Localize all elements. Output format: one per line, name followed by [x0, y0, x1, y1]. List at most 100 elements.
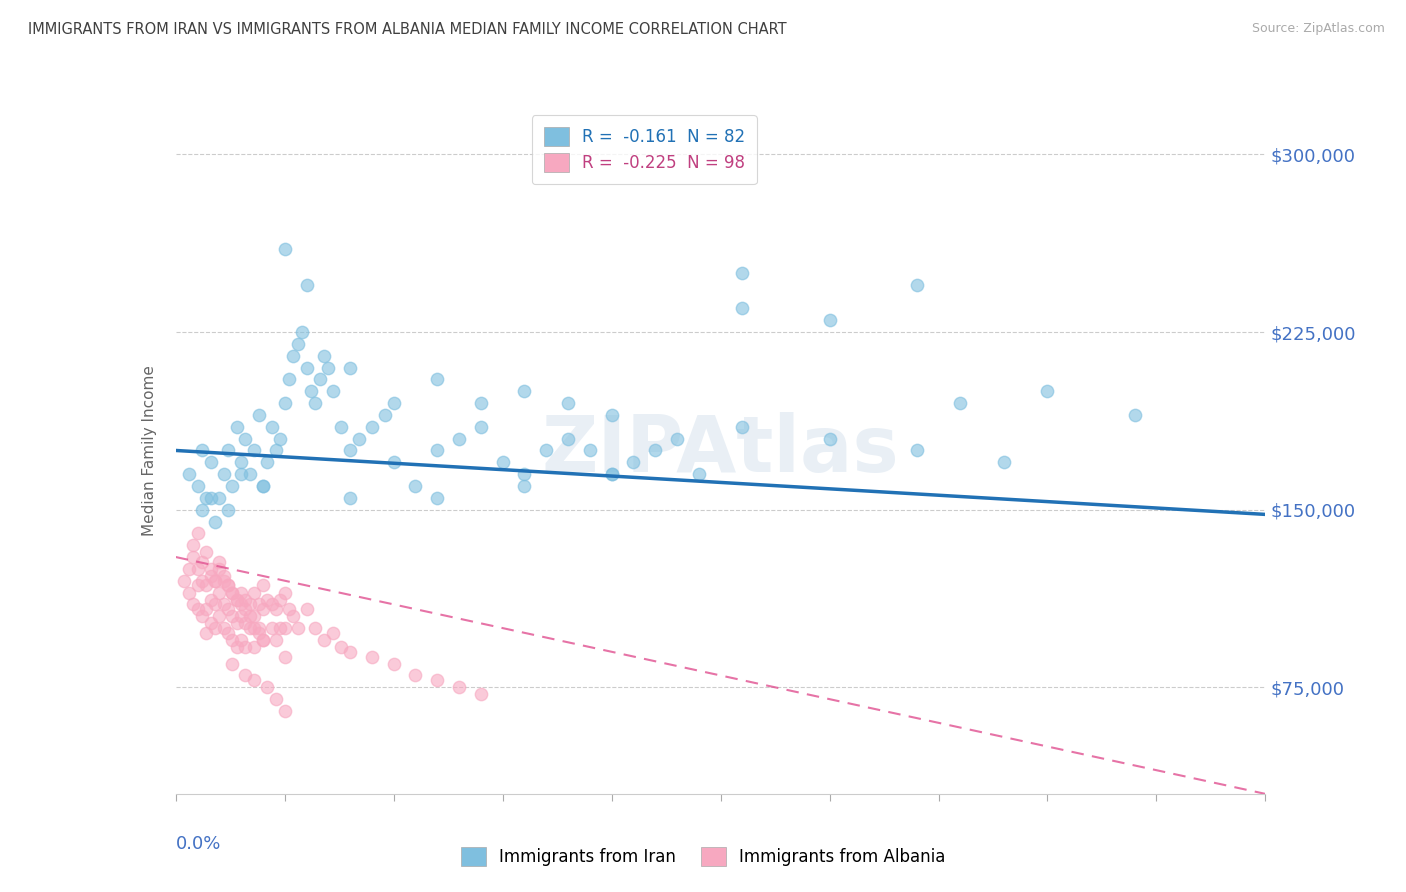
Point — [492, 455, 515, 469]
Point — [283, 349, 305, 363]
Point — [666, 432, 689, 446]
Point — [200, 569, 222, 583]
Point — [186, 602, 209, 616]
Point — [264, 443, 287, 458]
Point — [225, 592, 247, 607]
Point — [173, 574, 195, 588]
Point — [239, 621, 262, 635]
Point — [731, 301, 754, 316]
Point — [330, 640, 353, 654]
Point — [243, 585, 266, 599]
Point — [252, 479, 274, 493]
Point — [304, 621, 326, 635]
Point — [347, 432, 370, 446]
Point — [243, 443, 266, 458]
Point — [191, 609, 214, 624]
Point — [470, 687, 492, 701]
Point — [186, 578, 209, 592]
Point — [256, 592, 278, 607]
Point — [225, 640, 247, 654]
Point — [264, 602, 287, 616]
Point — [239, 598, 262, 612]
Point — [534, 443, 557, 458]
Point — [256, 681, 278, 695]
Point — [993, 455, 1015, 469]
Point — [208, 555, 231, 569]
Point — [470, 419, 492, 434]
Point — [339, 491, 361, 505]
Point — [231, 467, 253, 482]
Point — [239, 609, 262, 624]
Point — [264, 632, 287, 647]
Point — [269, 621, 291, 635]
Point — [447, 432, 470, 446]
Point — [600, 467, 623, 482]
Point — [818, 432, 841, 446]
Point — [269, 592, 291, 607]
Point — [243, 640, 266, 654]
Point — [247, 598, 270, 612]
Point — [557, 396, 579, 410]
Point — [177, 585, 200, 599]
Point — [252, 578, 274, 592]
Point — [644, 443, 666, 458]
Point — [200, 592, 222, 607]
Point — [231, 598, 253, 612]
Point — [312, 349, 335, 363]
Point — [287, 337, 309, 351]
Point — [217, 578, 239, 592]
Point — [225, 616, 247, 631]
Point — [212, 467, 235, 482]
Point — [195, 545, 218, 559]
Point — [405, 668, 427, 682]
Point — [221, 479, 243, 493]
Point — [252, 602, 274, 616]
Point — [243, 609, 266, 624]
Point — [269, 432, 291, 446]
Point — [426, 673, 449, 688]
Text: IMMIGRANTS FROM IRAN VS IMMIGRANTS FROM ALBANIA MEDIAN FAMILY INCOME CORRELATION: IMMIGRANTS FROM IRAN VS IMMIGRANTS FROM … — [28, 22, 787, 37]
Point — [731, 419, 754, 434]
Point — [195, 491, 218, 505]
Point — [264, 692, 287, 706]
Point — [200, 455, 222, 469]
Point — [181, 598, 204, 612]
Point — [177, 467, 200, 482]
Point — [186, 562, 209, 576]
Point — [208, 585, 231, 599]
Point — [299, 384, 322, 399]
Point — [426, 491, 449, 505]
Point — [278, 372, 301, 386]
Point — [295, 277, 318, 292]
Point — [905, 443, 928, 458]
Point — [295, 360, 318, 375]
Point — [235, 592, 257, 607]
Point — [204, 598, 226, 612]
Point — [235, 432, 257, 446]
Point — [278, 602, 301, 616]
Point — [221, 585, 243, 599]
Point — [247, 625, 270, 640]
Point — [208, 562, 231, 576]
Point — [177, 562, 200, 576]
Point — [426, 372, 449, 386]
Point — [274, 585, 297, 599]
Point — [212, 574, 235, 588]
Point — [204, 621, 226, 635]
Point — [200, 491, 222, 505]
Point — [252, 632, 274, 647]
Point — [181, 538, 204, 552]
Point — [621, 455, 644, 469]
Point — [308, 372, 330, 386]
Point — [225, 592, 247, 607]
Point — [688, 467, 710, 482]
Point — [339, 443, 361, 458]
Point — [470, 396, 492, 410]
Point — [818, 313, 841, 327]
Point — [295, 602, 318, 616]
Point — [405, 479, 427, 493]
Legend: Immigrants from Iran, Immigrants from Albania: Immigrants from Iran, Immigrants from Al… — [453, 838, 953, 875]
Point — [291, 325, 314, 339]
Point — [247, 408, 270, 422]
Point — [212, 569, 235, 583]
